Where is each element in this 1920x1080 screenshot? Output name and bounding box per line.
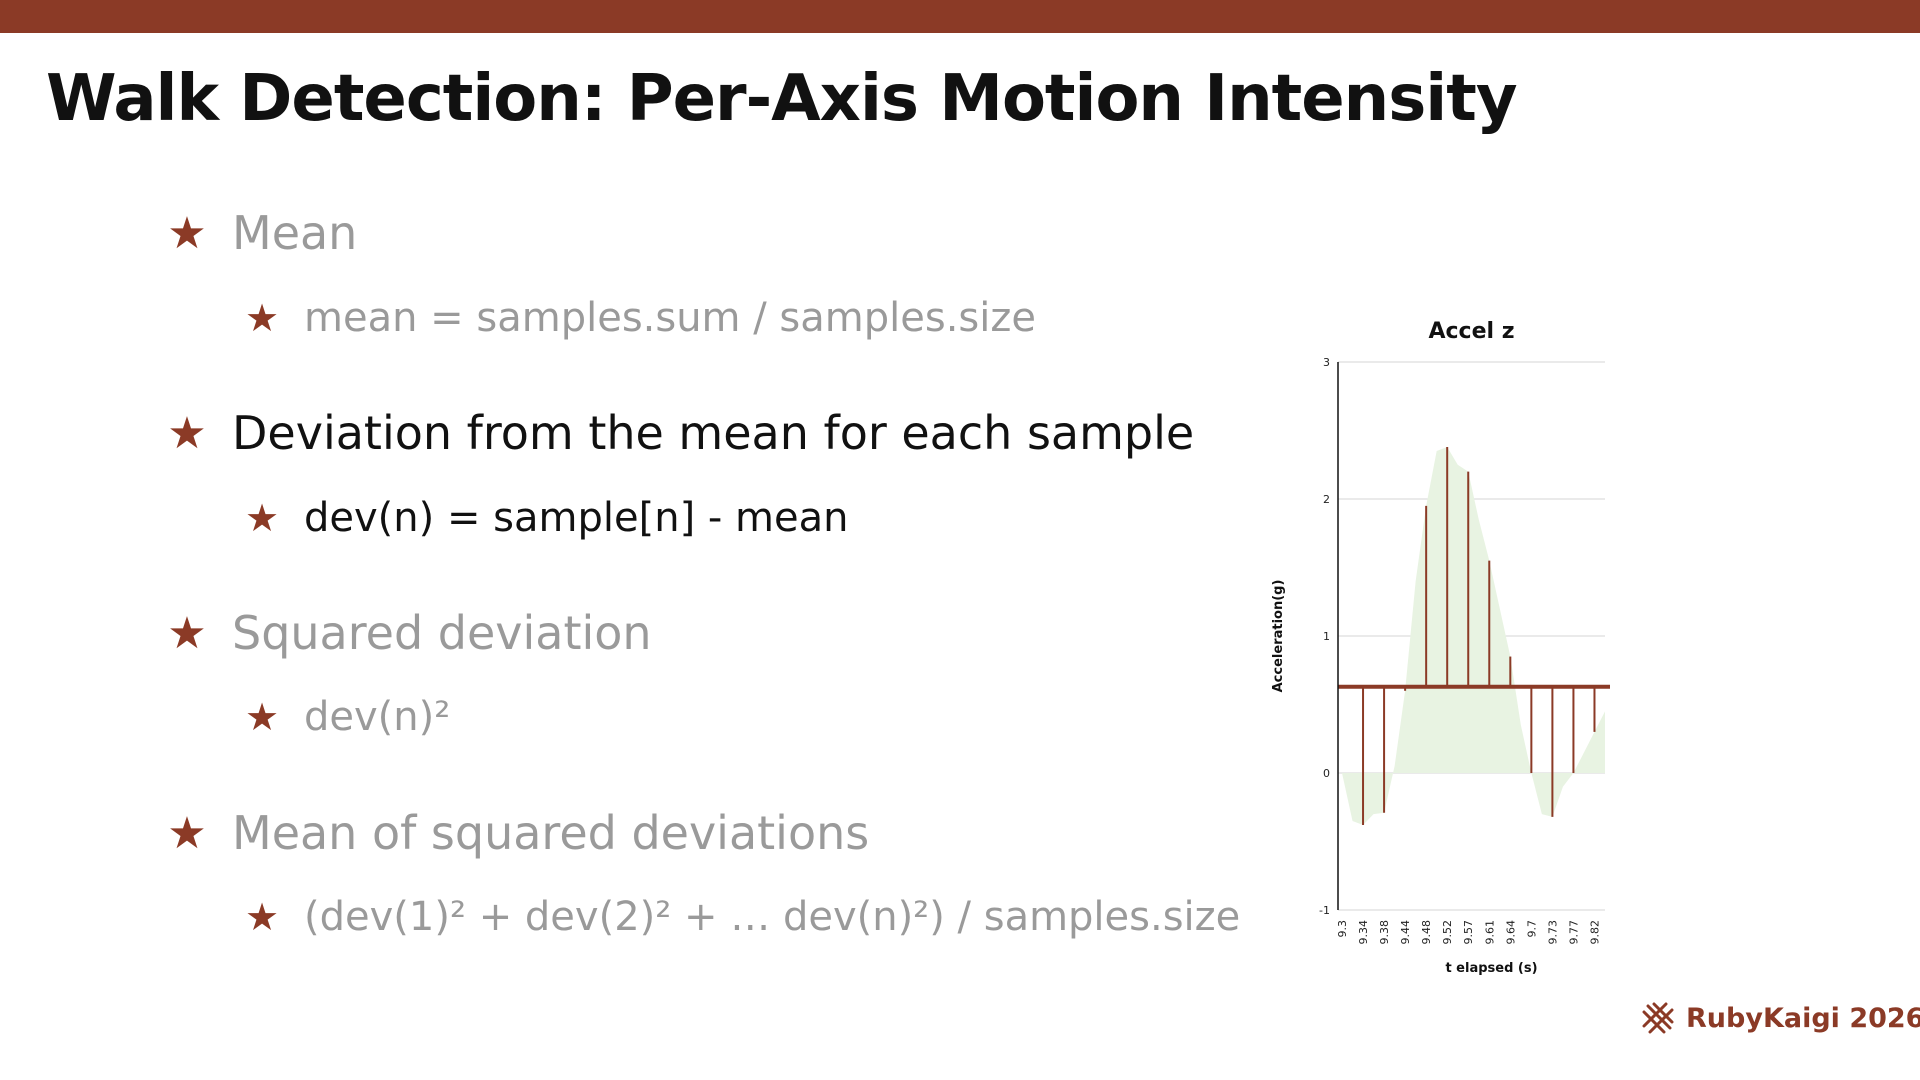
sub-bullet-deviation-formula: ★ dev(n) = sample[n] - mean	[240, 495, 849, 541]
star-icon: ★	[167, 607, 207, 659]
x-tick-label: 9.38	[1378, 920, 1391, 945]
star-icon: ★	[167, 407, 207, 459]
star-icon: ★	[167, 807, 207, 859]
x-axis-label: t elapsed (s)	[1445, 961, 1537, 976]
bullet-text: Mean	[232, 206, 358, 260]
top-accent-bar	[0, 0, 1920, 33]
star-icon: ★	[244, 496, 280, 540]
bullet-text: Deviation from the mean for each sample	[232, 406, 1195, 460]
x-tick-label: 9.64	[1504, 920, 1517, 945]
rubykaigi-logo-icon	[1642, 1002, 1674, 1034]
x-tick-label: 9.44	[1399, 920, 1412, 945]
brand-name: RubyKaigi 2026	[1686, 1002, 1920, 1034]
chart-title: Accel z	[1428, 319, 1514, 344]
x-tick-label: 9.61	[1483, 920, 1496, 945]
bullet-text: dev(n)²	[304, 694, 451, 740]
sub-bullet-squared-formula: ★ dev(n)²	[240, 694, 450, 740]
y-axis-label: Acceleration(g)	[1271, 580, 1286, 693]
y-tick-label: 1	[1323, 630, 1330, 643]
x-tick-label: 9.48	[1420, 920, 1433, 945]
star-icon: ★	[167, 207, 207, 259]
bullet-text: Squared deviation	[232, 606, 652, 660]
y-tick-label: 2	[1323, 493, 1330, 506]
star-icon: ★	[244, 895, 280, 939]
x-tick-label: 9.34	[1357, 920, 1370, 945]
bullet-text: dev(n) = sample[n] - mean	[304, 495, 849, 541]
x-tick-label: 9.52	[1441, 920, 1454, 945]
star-icon: ★	[244, 695, 280, 739]
bullet-deviation: ★ Deviation from the mean for each sampl…	[162, 406, 1194, 460]
bullet-text: Mean of squared deviations	[232, 806, 870, 860]
x-tick-label: 9.3	[1336, 920, 1349, 938]
star-icon: ★	[244, 296, 280, 340]
bullet-mean-squared: ★ Mean of squared deviations	[162, 806, 869, 860]
y-tick-label: -1	[1319, 904, 1330, 917]
bullet-squared-deviation: ★ Squared deviation	[162, 606, 652, 660]
sub-bullet-mean-formula: ★ mean = samples.sum / samples.size	[240, 295, 1036, 341]
bullet-text: (dev(1)² + dev(2)² + … dev(n)²) / sample…	[304, 894, 1241, 940]
brand-footer: RubyKaigi 2026	[1640, 1000, 1920, 1036]
bullet-mean: ★ Mean	[162, 206, 357, 260]
x-tick-label: 9.57	[1462, 920, 1475, 945]
x-tick-label: 9.7	[1525, 920, 1538, 938]
x-tick-label: 9.73	[1546, 920, 1559, 945]
x-tick-label: 9.82	[1588, 920, 1601, 945]
x-tick-label: 9.77	[1567, 920, 1580, 945]
bullet-text: mean = samples.sum / samples.size	[304, 295, 1036, 341]
y-tick-label: 3	[1323, 356, 1330, 369]
accel-z-chart: Accel z -1 0 1 2 3 9.3 9.34 9.38 9.44 9.48 9.52 9.57…	[1271, 319, 1610, 976]
sub-bullet-variance-formula: ★ (dev(1)² + dev(2)² + … dev(n)²) / samp…	[240, 894, 1240, 940]
slide-title: Walk Detection: Per-Axis Motion Intensit…	[46, 62, 1518, 136]
accel-area	[1342, 446, 1605, 826]
y-tick-label: 0	[1323, 767, 1330, 780]
